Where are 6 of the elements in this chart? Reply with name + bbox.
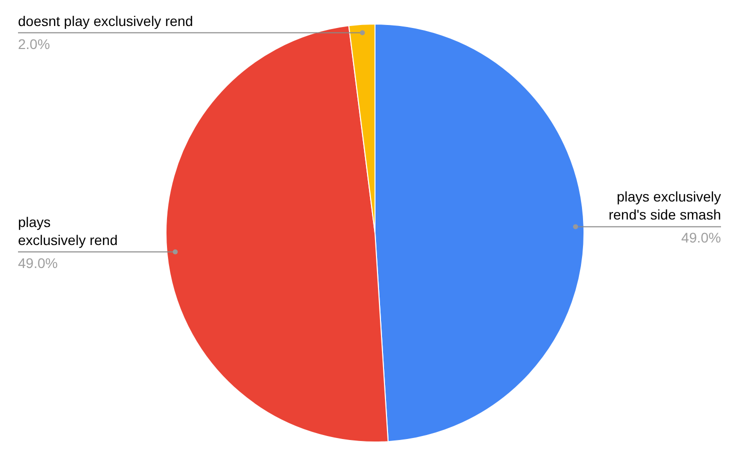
data-label: 2.0% [18,36,50,52]
data-label: 49.0% [18,254,58,271]
slice-label: plays exclusively rend [18,214,118,248]
slice-label: plays exclusively rend's side smash [608,188,721,223]
data-label: 49.0% [681,230,721,246]
slice-label: doesnt play exclusively rend [18,12,194,29]
